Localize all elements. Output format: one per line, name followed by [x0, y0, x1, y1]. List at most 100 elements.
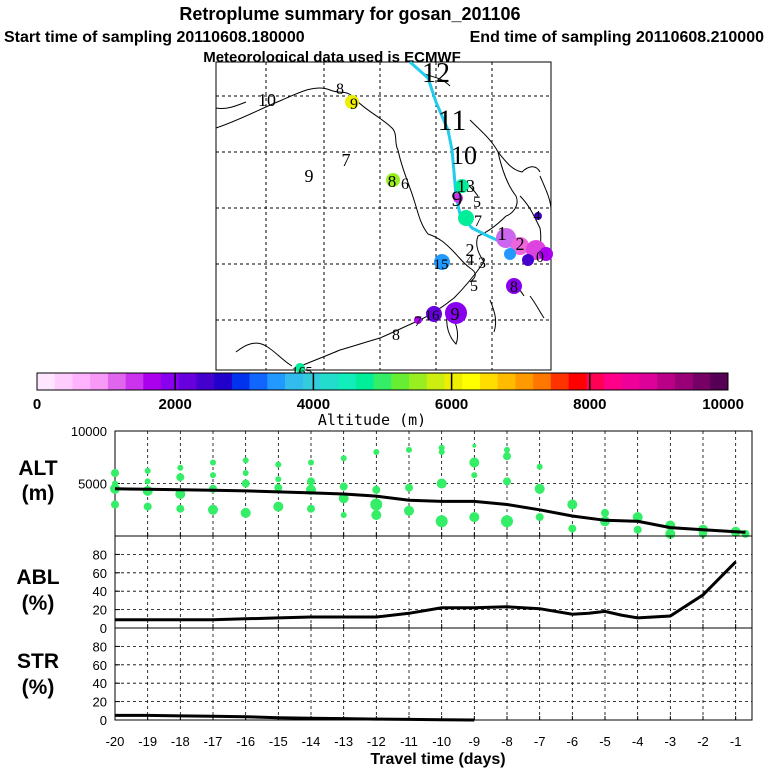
- colorbar-cell: [143, 373, 162, 390]
- alt-scatter-point: [210, 459, 216, 466]
- alt-scatter-point: [503, 477, 511, 486]
- map-label: 4: [466, 252, 474, 269]
- xtick-label: -14: [302, 734, 321, 749]
- alt-scatter-point: [111, 469, 119, 477]
- map-gridlines: [216, 62, 551, 370]
- alt-scatter-point: [112, 480, 118, 487]
- alt-scatter-point: [438, 444, 445, 451]
- alt-scatter-point: [469, 457, 480, 468]
- colorbar-cell: [710, 373, 729, 390]
- plume-marker: [455, 179, 469, 193]
- colorbar-cell: [373, 373, 392, 390]
- alt-scatter-point: [275, 476, 282, 483]
- colorbar-cell: [497, 373, 516, 390]
- map-label: 7: [342, 150, 351, 170]
- xtick-label: -10: [432, 734, 451, 749]
- plume-marker: [345, 95, 359, 109]
- alt-scatter-point: [242, 470, 249, 476]
- map-label: 9: [451, 304, 460, 324]
- map-label: 2: [466, 240, 475, 260]
- str-ytick-label: 60: [93, 658, 107, 673]
- colorbar-ticks: 0 2000 4000 6000 8000 10000: [33, 373, 744, 413]
- alt-panel: ALT (m) 5000 10000: [18, 424, 753, 539]
- alt-scatter-point: [274, 483, 283, 492]
- colorbar-cell: [444, 373, 463, 390]
- str-ylabel-line1: STR: [17, 650, 59, 673]
- map-label: 7: [414, 314, 422, 330]
- colorbar-cell: [285, 373, 304, 390]
- alt-ytick-label: 5000: [78, 477, 107, 492]
- alt-scatter-point: [534, 483, 545, 494]
- str-ytick-label: 40: [93, 676, 107, 691]
- plume-marker: [522, 254, 534, 266]
- alt-scatter-point: [241, 479, 250, 488]
- map-label: 10: [258, 90, 276, 110]
- plume-marker: [453, 193, 463, 203]
- plume-marker: [534, 212, 542, 220]
- alt-scatter-point: [472, 443, 477, 448]
- alt-scatter-point: [275, 461, 282, 468]
- alt-scatter-point: [404, 505, 414, 516]
- xtick-label: -1: [730, 734, 742, 749]
- map-label: 1: [497, 223, 507, 245]
- alt-scatter-point: [469, 512, 480, 523]
- plume-marker: [504, 248, 516, 260]
- xtick-label: -13: [334, 734, 353, 749]
- map-label: 3: [478, 255, 486, 272]
- abl-ytick-label: 20: [93, 603, 107, 618]
- xtick-label: -6: [567, 734, 579, 749]
- map-label: 4: [534, 209, 541, 224]
- alt-scatter-point: [111, 500, 119, 509]
- alt-scatter-point: [307, 477, 315, 486]
- colorbar-tick-label: 6000: [435, 396, 468, 413]
- map-label: 11: [438, 104, 467, 137]
- map-label: 0: [536, 249, 544, 266]
- plume-marker: [295, 363, 305, 373]
- alt-scatter-point: [503, 452, 511, 461]
- colorbar-cell: [409, 373, 428, 390]
- abl-ytick-label: 60: [93, 566, 107, 581]
- plume-marker: [414, 316, 422, 324]
- map-label: 8: [392, 327, 400, 344]
- xtick-label: -20: [106, 734, 125, 749]
- colorbar-cell: [586, 373, 605, 390]
- alt-scatter-point: [371, 510, 382, 520]
- xtick-label: -7: [534, 734, 546, 749]
- figure-title: Retroplume summary for gosan_201106: [179, 4, 520, 24]
- str-ytick-label: 20: [93, 695, 107, 710]
- plume-marker: [458, 210, 474, 226]
- plume-marker: [506, 278, 522, 294]
- xtick-label: -19: [138, 734, 157, 749]
- abl-yticks: 0 20 40 60 80: [93, 547, 120, 636]
- colorbar-cell: [603, 373, 622, 390]
- xtick-label: -18: [171, 734, 190, 749]
- map-label: 16: [425, 308, 441, 324]
- colorbar-title: Altitude (m): [318, 411, 426, 429]
- map-label: 15: [434, 257, 449, 273]
- str-line: [115, 713, 475, 722]
- alt-scatter-point: [471, 472, 478, 479]
- alt-scatter-point: [535, 513, 544, 522]
- abl-ytick-label: 0: [100, 621, 107, 636]
- alt-ylabel-line1: ALT: [18, 457, 57, 480]
- xtick-label: -12: [367, 734, 386, 749]
- str-ylabel-line2: (%): [22, 676, 55, 699]
- colorbar-cell: [338, 373, 357, 390]
- abl-ytick-label: 80: [93, 547, 107, 562]
- colorbar-cell: [302, 373, 321, 390]
- colorbar-tick-label: 0: [33, 396, 41, 413]
- colorbar-cell: [214, 373, 233, 390]
- map-label: 10: [451, 141, 477, 170]
- colorbar-cell: [107, 373, 126, 390]
- colorbar-cell: [391, 373, 410, 390]
- alt-scatter-point: [210, 472, 216, 479]
- alt-scatter-point: [632, 512, 643, 523]
- map-label: 8: [510, 279, 518, 296]
- colorbar-cell: [267, 373, 286, 390]
- abl-panel: ABL (%) 0 20 40 60 80: [16, 535, 753, 636]
- xtick-label: -4: [632, 734, 644, 749]
- colorbar-cell: [249, 373, 268, 390]
- colorbar-cell: [674, 373, 693, 390]
- alt-scatter-point: [339, 482, 348, 491]
